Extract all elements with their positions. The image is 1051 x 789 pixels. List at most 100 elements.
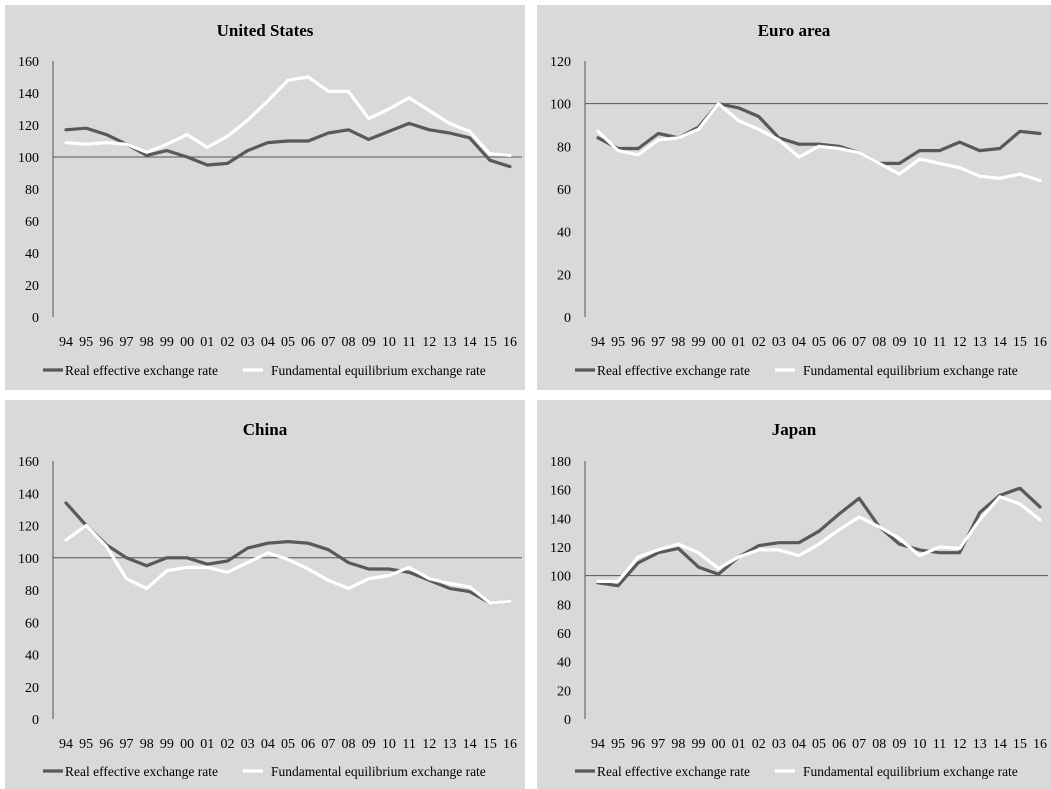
y-tick-label: 60: [25, 616, 39, 631]
y-tick-label: 120: [550, 55, 571, 70]
x-tick-label: 05: [812, 335, 826, 350]
chart-title: Japan: [772, 420, 817, 439]
y-tick-label: 40: [25, 247, 39, 262]
legend-label-real-effective-exchange-rate: Real effective exchange rate: [65, 363, 218, 378]
x-tick-label: 14: [993, 335, 1007, 350]
x-tick-label: 11: [933, 335, 946, 350]
x-tick-label: 09: [892, 737, 906, 752]
x-tick-label: 12: [422, 737, 436, 752]
x-tick-label: 05: [281, 335, 295, 350]
y-tick-label: 140: [550, 512, 571, 527]
y-tick-label: 20: [25, 681, 39, 696]
x-tick-label: 08: [872, 335, 886, 350]
x-tick-label: 07: [321, 737, 335, 752]
y-tick-label: 120: [550, 541, 571, 556]
chart-panel-china: China 0 20 40 60 80 100 120 140 160 94 95 96 97 98 99 00…: [5, 400, 525, 789]
x-tick-label: 07: [852, 335, 866, 350]
x-tick-label: 15: [1013, 335, 1027, 350]
x-tick-label: 98: [671, 335, 685, 350]
x-tick-label: 02: [752, 737, 766, 752]
y-tick-label: 160: [18, 55, 39, 70]
x-tick-label: 96: [631, 737, 645, 752]
x-tick-label: 98: [140, 737, 154, 752]
y-tick-label: 100: [550, 98, 571, 113]
x-tick-label: 02: [752, 335, 766, 350]
x-tick-label: 10: [382, 335, 396, 350]
chart-panel-united-states: United States 0 20 40 60 80 100 120 140 160 94 95 96…: [5, 5, 525, 390]
x-tick-label: 12: [422, 335, 436, 350]
x-tick-label: 08: [342, 335, 356, 350]
x-tick-label: 11: [402, 737, 415, 752]
x-tick-label: 94: [59, 737, 73, 752]
x-tick-label: 98: [140, 335, 154, 350]
x-tick-label: 00: [180, 737, 194, 752]
x-tick-label: 15: [1013, 737, 1027, 752]
legend-label-fundamental-equilibrium-exchange-rate: Fundamental equilibrium exchange rate: [271, 363, 486, 378]
x-tick-label: 13: [442, 335, 456, 350]
chart-panel-euro-area: Euro area 0 20 40 60 80 100 120 94 95 96 97 98 99 00 01…: [537, 5, 1051, 390]
x-tick-label: 05: [812, 737, 826, 752]
series-line-fundamental-equilibrium-exchange-rate: [596, 102, 1042, 183]
x-tick-label: 14: [993, 737, 1007, 752]
x-tick-label: 10: [912, 335, 926, 350]
y-tick-label: 80: [557, 598, 571, 613]
y-tick-label: 60: [557, 627, 571, 642]
x-tick-label: 01: [200, 335, 214, 350]
series-line-fundamental-equilibrium-exchange-rate: [64, 523, 512, 605]
legend-label-real-effective-exchange-rate: Real effective exchange rate: [65, 764, 218, 779]
x-tick-label: 07: [852, 737, 866, 752]
x-tick-label: 09: [892, 335, 906, 350]
y-tick-label: 60: [25, 215, 39, 230]
y-tick-label: 60: [557, 183, 571, 198]
x-tick-label: 06: [301, 335, 315, 350]
y-tick-label: 80: [25, 584, 39, 599]
y-tick-label: 0: [32, 713, 39, 728]
y-tick-label: 120: [18, 119, 39, 134]
x-tick-label: 99: [691, 335, 705, 350]
x-tick-label: 16: [1033, 737, 1047, 752]
y-tick-label: 20: [557, 268, 571, 283]
x-tick-label: 99: [160, 737, 174, 752]
x-tick-label: 13: [973, 737, 987, 752]
x-tick-label: 03: [772, 737, 786, 752]
y-tick-label: 100: [18, 552, 39, 567]
x-tick-label: 13: [442, 737, 456, 752]
series-line-fundamental-equilibrium-exchange-rate: [64, 75, 512, 157]
y-tick-label: 80: [25, 183, 39, 198]
x-tick-label: 97: [120, 335, 134, 350]
x-tick-label: 97: [120, 737, 134, 752]
x-tick-label: 00: [712, 737, 726, 752]
x-tick-label: 01: [732, 737, 746, 752]
x-tick-label: 16: [503, 737, 517, 752]
x-tick-label: 99: [691, 737, 705, 752]
y-tick-label: 180: [550, 455, 571, 470]
x-tick-label: 16: [1033, 335, 1047, 350]
x-tick-label: 12: [953, 335, 967, 350]
chart-title: Euro area: [758, 21, 831, 40]
x-tick-label: 04: [261, 335, 275, 350]
x-tick-label: 06: [832, 335, 846, 350]
x-tick-label: 03: [241, 335, 255, 350]
x-tick-label: 13: [973, 335, 987, 350]
x-tick-label: 94: [591, 737, 605, 752]
x-tick-label: 97: [651, 335, 665, 350]
series-line-real-effective-exchange-rate: [64, 121, 512, 169]
x-tick-label: 02: [220, 737, 234, 752]
x-tick-label: 01: [200, 737, 214, 752]
x-tick-label: 04: [792, 737, 806, 752]
x-tick-label: 15: [483, 335, 497, 350]
y-tick-label: 40: [557, 226, 571, 241]
chart-panel-japan: Japan 0 20 40 60 80 100 120 140 160 180 94 95 96 97 98 9…: [537, 400, 1051, 789]
x-tick-label: 96: [631, 335, 645, 350]
legend-label-real-effective-exchange-rate: Real effective exchange rate: [597, 764, 750, 779]
x-tick-label: 10: [382, 737, 396, 752]
x-tick-label: 95: [611, 335, 625, 350]
x-tick-label: 10: [912, 737, 926, 752]
legend-label-fundamental-equilibrium-exchange-rate: Fundamental equilibrium exchange rate: [271, 764, 486, 779]
x-tick-label: 05: [281, 737, 295, 752]
y-tick-label: 100: [18, 151, 39, 166]
x-tick-label: 16: [503, 335, 517, 350]
y-tick-label: 20: [25, 279, 39, 294]
